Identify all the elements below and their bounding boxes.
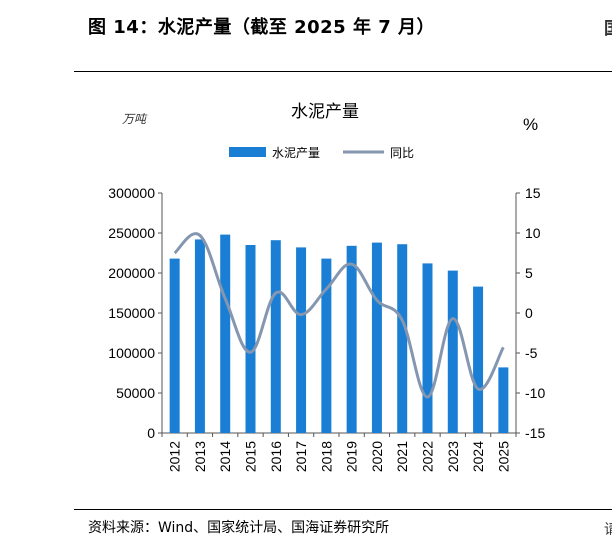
legend-bar-swatch xyxy=(229,147,266,157)
bar xyxy=(498,367,509,433)
right-tick-label: -5 xyxy=(525,345,538,361)
yoy-line xyxy=(173,232,505,399)
bottom-rule xyxy=(74,509,612,510)
left-tick-label: 0 xyxy=(147,425,155,441)
x-tick-label: 2016 xyxy=(268,441,284,472)
x-tick-label: 2024 xyxy=(470,441,486,472)
x-tick-label: 2012 xyxy=(167,441,183,472)
left-tick-label: 250000 xyxy=(108,225,155,241)
bar xyxy=(169,258,180,433)
right-tick-label: -15 xyxy=(525,425,545,441)
legend-line-label: 同比 xyxy=(390,146,414,160)
x-tick-label: 2015 xyxy=(243,441,259,472)
x-tick-label: 2022 xyxy=(420,441,436,472)
x-tick-label: 2013 xyxy=(192,441,208,472)
chart-title: 水泥产量 xyxy=(291,102,359,121)
bar xyxy=(422,263,433,433)
bar xyxy=(397,244,408,433)
left-axis-unit: 万吨 xyxy=(122,112,148,126)
bar xyxy=(296,247,307,433)
left-tick-label: 200000 xyxy=(108,265,155,281)
bar xyxy=(245,245,256,433)
bar xyxy=(220,234,231,433)
bar-series xyxy=(169,234,509,433)
bar xyxy=(346,245,357,433)
right-tick-label: 10 xyxy=(525,225,541,241)
right-tick-label: -10 xyxy=(525,385,545,401)
bar xyxy=(447,270,458,433)
cropped-edge-text-bottom: 请 xyxy=(604,522,612,538)
x-tick-label: 2025 xyxy=(495,441,511,472)
x-tick-label: 2021 xyxy=(394,441,410,472)
source-note: 资料来源：Wind、国家统计局、国海证券研究所 xyxy=(88,520,390,536)
right-tick-label: 5 xyxy=(525,265,533,281)
left-tick-label: 150000 xyxy=(108,305,155,321)
x-tick-label: 2014 xyxy=(217,441,233,472)
bar xyxy=(270,240,281,433)
axes xyxy=(158,192,520,437)
right-tick-label: 0 xyxy=(525,305,533,321)
legend: 水泥产量 同比 xyxy=(229,146,414,160)
bar xyxy=(321,258,332,433)
tick-labels: 300000 250000 200000 150000 100000 50000 0 15 10… xyxy=(108,185,545,472)
left-tick-label: 100000 xyxy=(108,345,155,361)
bar xyxy=(473,286,484,433)
legend-bar-label: 水泥产量 xyxy=(272,146,320,160)
top-rule xyxy=(74,71,612,72)
figure-title: 图 14：水泥产量（截至 2025 年 7 月） xyxy=(88,17,436,38)
x-tick-label: 2020 xyxy=(369,441,385,472)
left-tick-label: 50000 xyxy=(116,385,155,401)
right-tick-label: 15 xyxy=(525,185,541,201)
line-series xyxy=(173,232,505,399)
x-tick-label: 2023 xyxy=(445,441,461,472)
cropped-edge-text: 国 xyxy=(604,14,612,39)
x-tick-label: 2017 xyxy=(293,441,309,472)
x-tick-label: 2018 xyxy=(318,441,334,472)
left-tick-label: 300000 xyxy=(108,185,155,201)
bar xyxy=(194,239,205,433)
right-axis-unit: % xyxy=(523,115,538,134)
x-tick-label: 2019 xyxy=(344,441,360,472)
bar xyxy=(371,242,382,433)
